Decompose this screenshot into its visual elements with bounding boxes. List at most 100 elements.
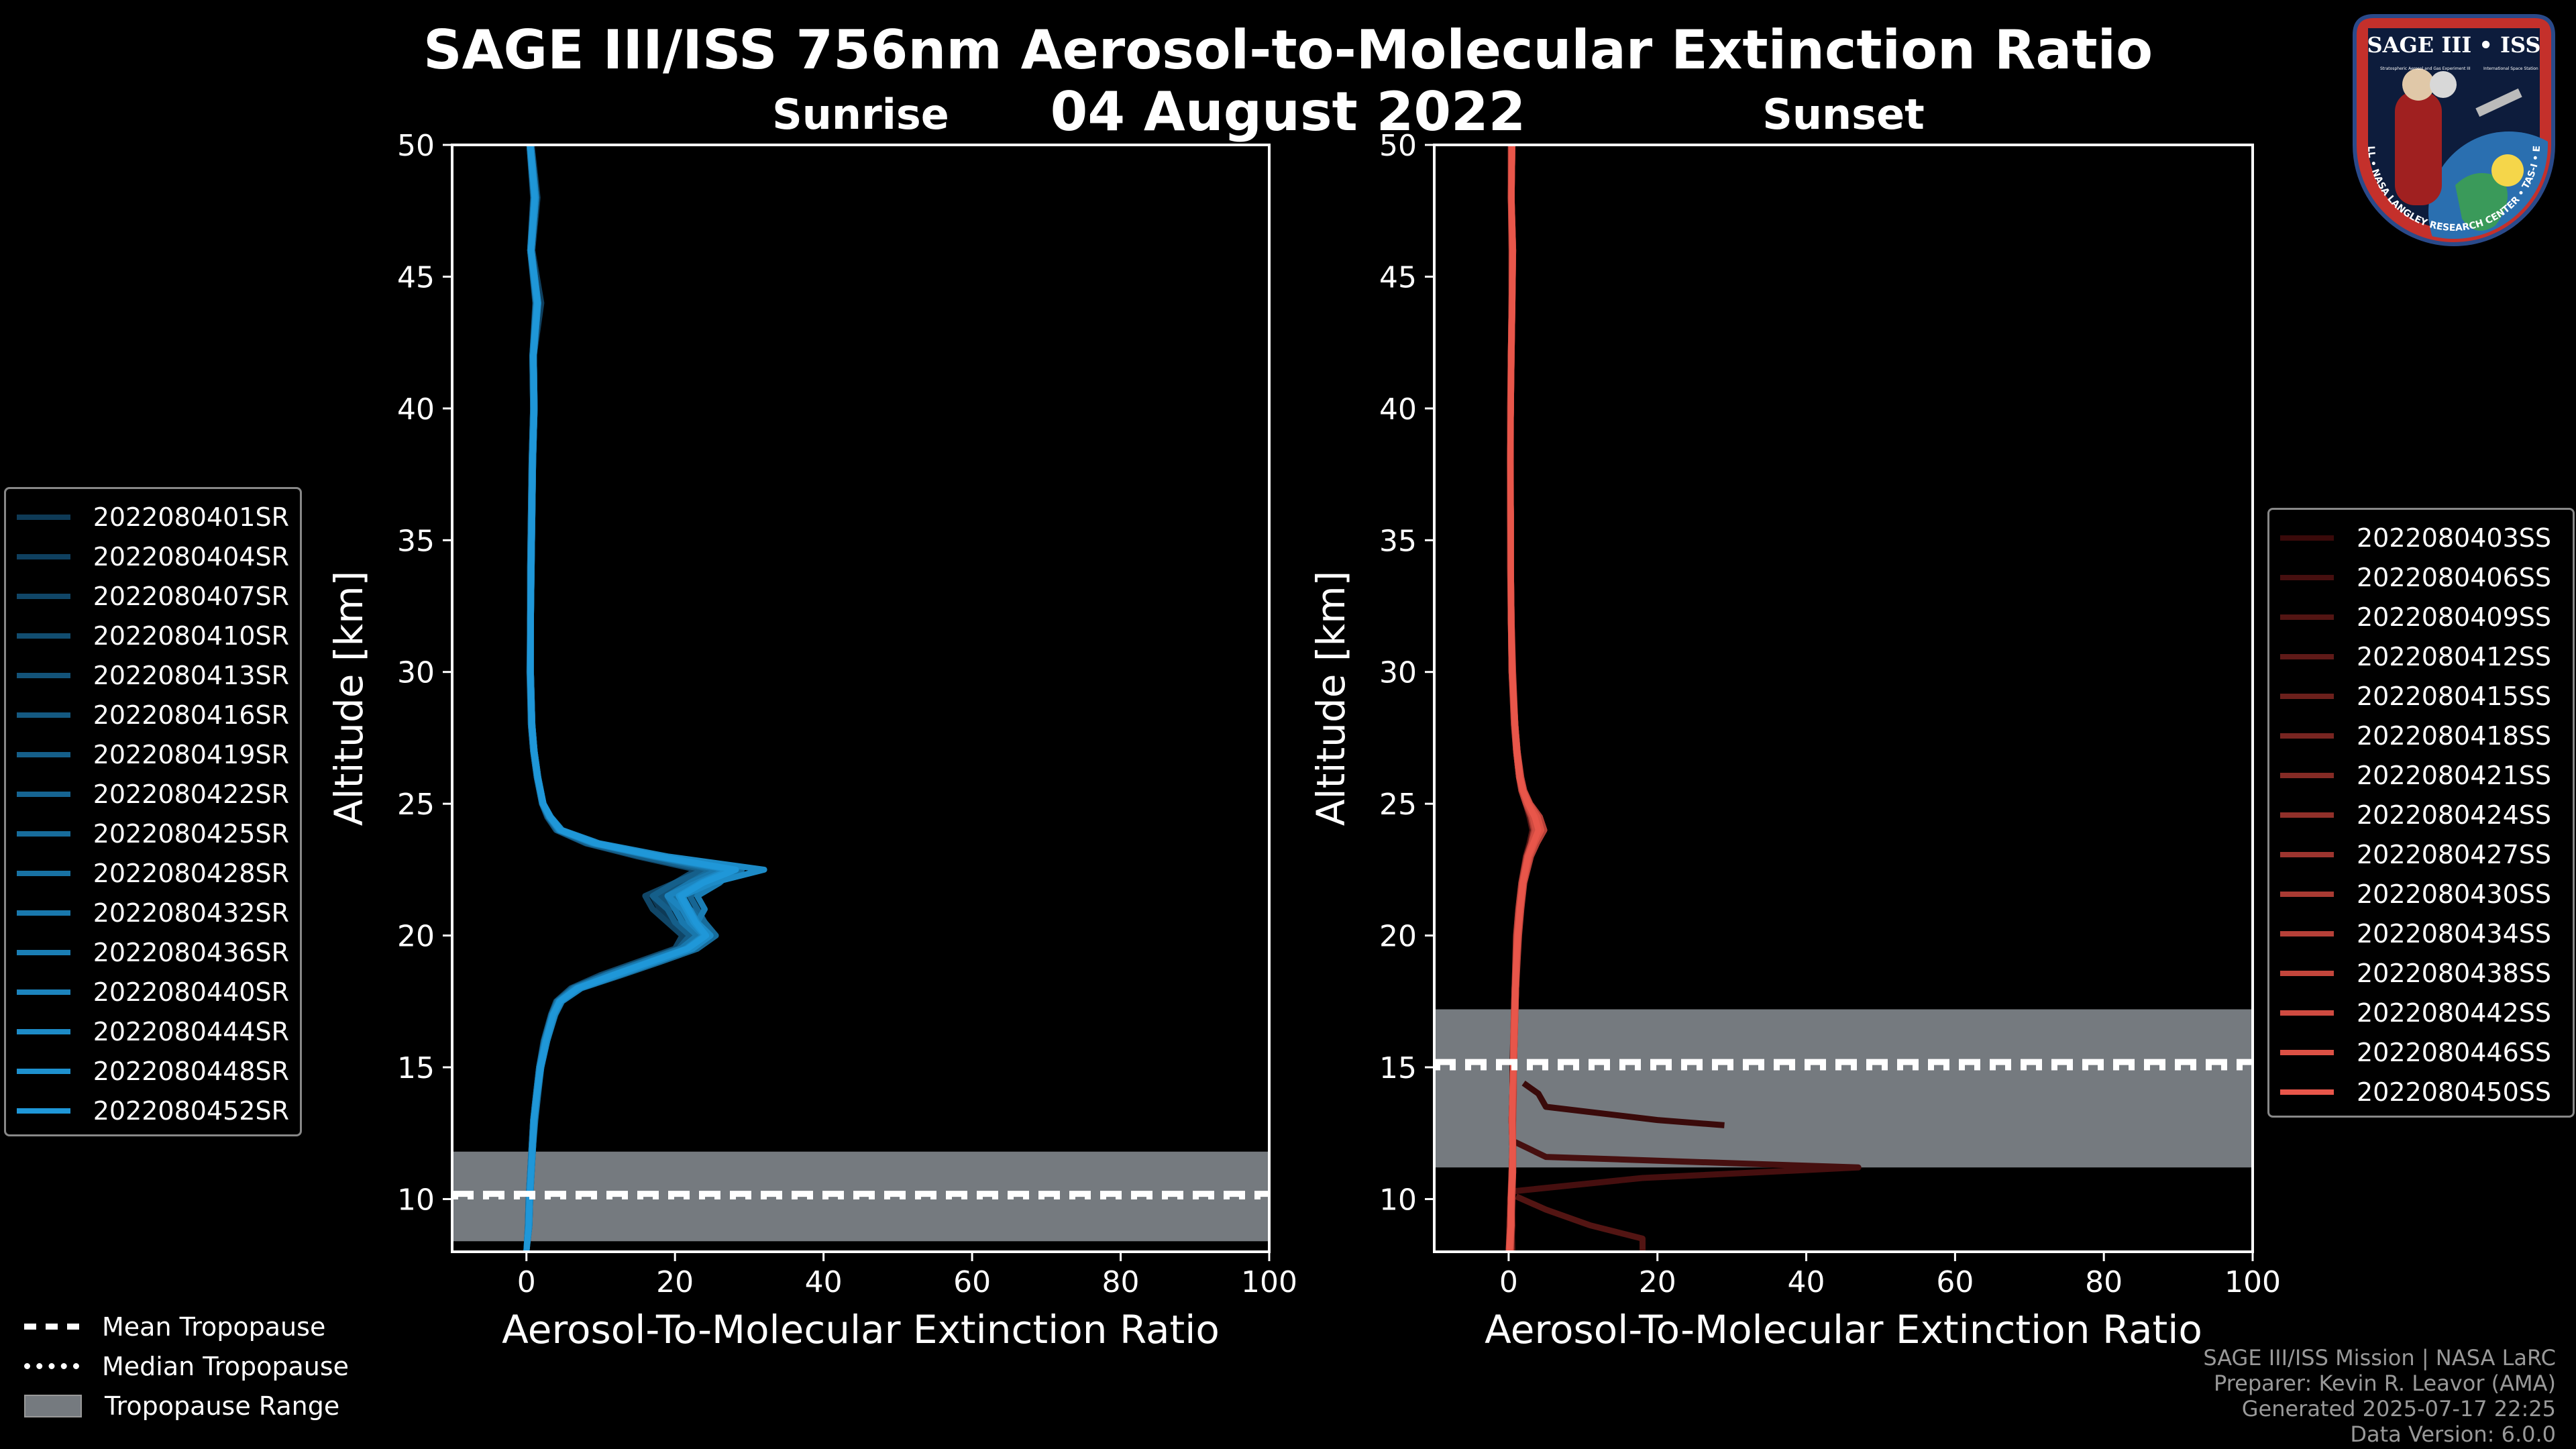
logo-title: SAGE III • ISS	[2367, 32, 2541, 58]
y-tick-label: 30	[1379, 656, 1417, 690]
y-tick-label: 50	[1379, 129, 1417, 163]
legend-item-2022080440SR: 2022080440SR	[17, 972, 289, 1012]
legend-item-2022080428SR: 2022080428SR	[17, 853, 289, 893]
legend-label: 2022080401SR	[93, 502, 289, 532]
legend-label: 2022080448SR	[93, 1056, 289, 1086]
legend-item-2022080450SS: 2022080450SS	[2280, 1072, 2562, 1112]
legend-item-2022080446SS: 2022080446SS	[2280, 1032, 2562, 1072]
legend-swatch	[2280, 1010, 2334, 1016]
tropopause-legend: Mean Tropopause Median Tropopause Tropop…	[24, 1307, 349, 1426]
legend-label: 2022080406SS	[2357, 562, 2552, 592]
chart-title-line2: 04 August 2022	[1050, 80, 1526, 143]
legend-label: 2022080434SS	[2357, 918, 2552, 949]
legend-swatch	[17, 870, 70, 876]
legend-label: 2022080416SR	[93, 700, 289, 730]
legend-item-2022080407SR: 2022080407SR	[17, 576, 289, 616]
legend-swatch	[17, 989, 70, 995]
series-line-2022080444SR	[523, 145, 767, 1252]
legend-swatch	[2280, 970, 2334, 976]
legend-item-2022080452SR: 2022080452SR	[17, 1091, 289, 1130]
series-line-2022080410SR	[523, 145, 738, 1252]
dotted-line-swatch	[24, 1363, 79, 1369]
series-line-2022080416SR	[523, 145, 731, 1252]
legend-label: 2022080410SR	[93, 621, 289, 651]
y-tick-label: 35	[1379, 524, 1417, 558]
legend-item-2022080406SS: 2022080406SS	[2280, 557, 2562, 597]
y-tick-label: 45	[1379, 260, 1417, 294]
series-line-2022080401SR	[523, 145, 708, 1252]
legend-label: 2022080428SR	[93, 858, 289, 888]
legend-swatch	[2280, 891, 2334, 897]
legend-swatch	[17, 751, 70, 757]
plot-frame	[451, 144, 1271, 1253]
series-line-2022080428SR	[523, 145, 745, 1252]
x-tick-label: 80	[2085, 1265, 2123, 1299]
legend-item-2022080444SR: 2022080444SR	[17, 1012, 289, 1051]
iss-icon	[2475, 88, 2522, 117]
x-tick-label: 40	[805, 1265, 843, 1299]
legend-item-2022080416SR: 2022080416SR	[17, 695, 289, 735]
legend-swatch	[2280, 1089, 2334, 1095]
legend-item-2022080419SR: 2022080419SR	[17, 735, 289, 774]
x-axis-label: Aerosol-To-Molecular Extinction Ratio	[502, 1307, 1220, 1352]
legend-swatch	[2280, 733, 2334, 739]
legend-item-2022080401SR: 2022080401SR	[17, 497, 289, 537]
credit-mission: SAGE III/ISS Mission | NASA LaRC	[2203, 1345, 2556, 1371]
sunset-legend: 2022080403SS 2022080406SS 2022080409SS 2022…	[2267, 508, 2575, 1118]
series-line-2022080407SR	[523, 145, 700, 1252]
x-tick-label: 100	[1241, 1265, 1297, 1299]
legend-mean-tropopause-label: Mean Tropopause	[102, 1311, 326, 1342]
y-tick-label: 20	[397, 920, 435, 954]
legend-label: 2022080430SS	[2357, 879, 2552, 909]
y-tick-label: 30	[397, 656, 435, 690]
legend-swatch	[17, 910, 70, 916]
panel-title: Sunset	[1762, 90, 1925, 139]
credit-generated: Generated 2025-07-17 22:25	[2241, 1396, 2556, 1421]
legend-median-tropopause: Median Tropopause	[24, 1346, 349, 1386]
x-tick-label: 80	[1102, 1265, 1140, 1299]
legend-label: 2022080432SR	[93, 898, 289, 928]
legend-label: 2022080436SR	[93, 937, 289, 967]
sunset-panel: 0 20 40 60 80 100 10 15 20 25 30 35 40 45 50 Aerosol-To…	[1308, 90, 2281, 1352]
series-spike-2022080403SS	[1521, 1080, 1725, 1128]
x-tick-label: 60	[953, 1265, 991, 1299]
legend-item-2022080438SS: 2022080438SS	[2280, 953, 2562, 993]
series-line-2022080436SR	[523, 145, 738, 1252]
legend-label: 2022080444SR	[93, 1016, 289, 1046]
legend-item-2022080434SS: 2022080434SS	[2280, 914, 2562, 953]
legend-label: 2022080412SS	[2357, 641, 2552, 672]
y-tick-label: 50	[397, 129, 435, 163]
legend-item-2022080409SS: 2022080409SS	[2280, 597, 2562, 637]
sunrise-legend: 2022080401SR 2022080404SR 2022080407SR 2022…	[4, 487, 302, 1136]
legend-label: 2022080403SS	[2357, 523, 2552, 553]
legend-item-2022080430SS: 2022080430SS	[2280, 874, 2562, 914]
legend-item-2022080422SR: 2022080422SR	[17, 774, 289, 814]
legend-swatch	[17, 633, 70, 639]
legend-label: 2022080413SR	[93, 660, 289, 690]
series-spike-2022080409SS	[1515, 1193, 1646, 1252]
legend-label: 2022080446SS	[2357, 1037, 2552, 1067]
legend-label: 2022080450SS	[2357, 1077, 2552, 1107]
series-line-2022080452SR	[523, 145, 739, 1252]
y-tick-label: 25	[397, 788, 435, 822]
legend-item-2022080448SR: 2022080448SR	[17, 1051, 289, 1091]
legend-swatch	[2280, 614, 2334, 620]
legend-label: 2022080421SS	[2357, 760, 2552, 790]
legend-swatch	[2280, 693, 2334, 699]
legend-item-2022080415SS: 2022080415SS	[2280, 676, 2562, 716]
legend-item-2022080413SR: 2022080413SR	[17, 655, 289, 695]
legend-label: 2022080427SS	[2357, 839, 2552, 869]
legend-swatch	[2280, 812, 2334, 818]
credit-preparer: Preparer: Kevin R. Leavor (AMA)	[2213, 1371, 2556, 1396]
legend-swatch	[17, 1028, 70, 1034]
legend-label: 2022080409SS	[2357, 602, 2552, 632]
legend-swatch	[17, 949, 70, 955]
legend-item-2022080412SS: 2022080412SS	[2280, 637, 2562, 676]
legend-item-2022080421SS: 2022080421SS	[2280, 755, 2562, 795]
series-line-2022080432SR	[523, 145, 723, 1252]
legend-label: 2022080418SS	[2357, 720, 2552, 751]
legend-tropopause-range-label: Tropopause Range	[105, 1391, 340, 1421]
chart-title-line1: SAGE III/ISS 756nm Aerosol-to-Molecular …	[423, 19, 2153, 81]
profile-lines	[523, 145, 767, 1252]
